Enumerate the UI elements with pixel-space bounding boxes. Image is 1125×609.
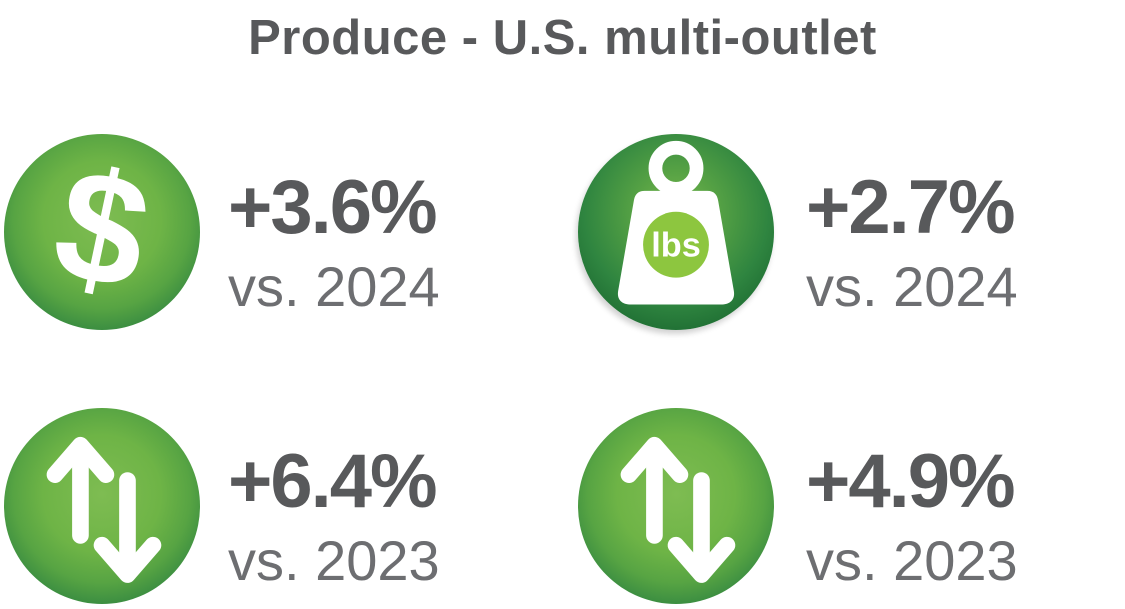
- stat-versus: vs. 2023: [806, 529, 1018, 592]
- lbs-badge-label: lbs: [651, 227, 701, 265]
- page-title: Produce - U.S. multi-outlet: [248, 11, 877, 65]
- stat-circle-weight: lbs: [578, 134, 774, 330]
- stat-card-pounds-vs-2024: +2.7% vs. 2024: [806, 170, 1018, 315]
- stat-value: +6.4%: [228, 439, 438, 524]
- stat-versus: vs. 2024: [806, 255, 1018, 318]
- stat-value: +2.7%: [806, 165, 1016, 250]
- stat-card-dollar-vs-2024: +3.6% vs. 2024: [228, 170, 440, 315]
- stat-card-pounds-vs-2023: +4.9% vs. 2023: [806, 444, 1018, 589]
- stat-value: +3.6%: [228, 165, 438, 250]
- stat-circle-dollar: $: [4, 134, 200, 330]
- stat-card-dollar-vs-2023: +6.4% vs. 2023: [228, 444, 440, 589]
- up-down-arrows-icon: [46, 436, 162, 583]
- stat-circle-change-pounds: [578, 408, 774, 604]
- weight-lbs-icon: lbs: [617, 140, 735, 305]
- dollar-sign-icon: $: [40, 133, 164, 325]
- up-down-arrows-icon: [620, 436, 736, 583]
- stat-versus: vs. 2023: [228, 529, 440, 592]
- stat-circle-change-dollar: [4, 408, 200, 604]
- stat-versus: vs. 2024: [228, 255, 440, 318]
- stat-value: +4.9%: [806, 439, 1016, 524]
